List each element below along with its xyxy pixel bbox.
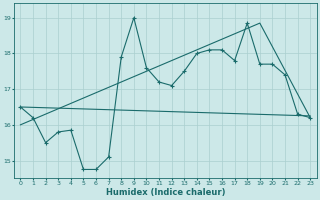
X-axis label: Humidex (Indice chaleur): Humidex (Indice chaleur) [106,188,225,197]
